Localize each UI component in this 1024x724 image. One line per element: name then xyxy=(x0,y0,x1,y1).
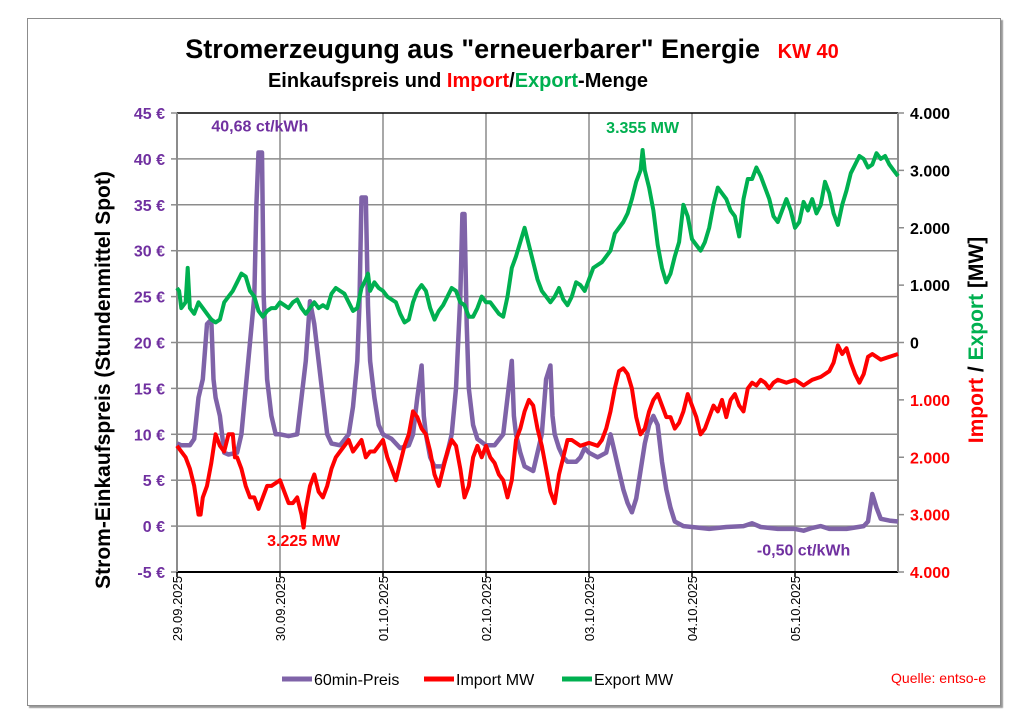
y2-axis-title-part: / xyxy=(965,360,988,378)
y2-tick-label: 3.000 xyxy=(910,508,950,525)
y2-tick-label: 4.000 xyxy=(910,565,950,582)
legend-label: Import MW xyxy=(456,672,535,689)
subtitle-part: Import xyxy=(447,70,510,92)
annotations: 40,68 ct/kWh 3.225 MW 3.355 MW -0,50 ct/kWh xyxy=(211,118,850,559)
gridlines xyxy=(177,113,898,572)
subtitle-part: -Menge xyxy=(578,70,648,92)
data-annotation: -0,50 ct/kWh xyxy=(757,542,850,559)
y2-tick-label: 1.000 xyxy=(910,278,950,295)
y2-axis-title-part: Import xyxy=(965,378,988,443)
y-tick-label: -5 € xyxy=(137,565,165,582)
subtitle-part: Export xyxy=(515,70,579,92)
x-tick-label: 02.10.2025 xyxy=(479,576,494,641)
y2-tick-label: 0 xyxy=(910,336,919,353)
data-annotation: 3.355 MW xyxy=(606,120,680,137)
x-tick-label: 01.10.2025 xyxy=(376,576,391,641)
legend-label: 60min-Preis xyxy=(314,672,399,689)
data-annotation: 40,68 ct/kWh xyxy=(211,118,308,135)
subtitle-part: / xyxy=(509,70,515,92)
source-label: Quelle: entso-e xyxy=(891,670,986,686)
data-annotation: 3.225 MW xyxy=(267,533,341,550)
y-tick-label: 15 € xyxy=(134,381,165,398)
series-export-mw xyxy=(175,148,900,325)
x-tick-label: 29.09.2025 xyxy=(170,576,185,641)
legend: 60min-Preis Import MW Export MW xyxy=(282,672,674,689)
y-axis-title: Strom-Einkaufspreis (Stundenmittel Spot) xyxy=(92,171,115,589)
y2-axis-title: Import / Export [MW] xyxy=(965,237,988,444)
y2-axis-ticks: 4.000 3.000 2.000 1.000 0 1.000 2.000 3.000 4.00… xyxy=(898,106,950,582)
y2-tick-label: 4.000 xyxy=(910,106,950,123)
y2-tick-label: 2.000 xyxy=(910,221,950,238)
y-tick-label: 5 € xyxy=(143,473,165,490)
series-import-mw xyxy=(175,343,899,530)
y-tick-label: 10 € xyxy=(134,427,165,444)
y2-tick-label: 3.000 xyxy=(910,163,950,180)
subtitle-part: Einkaufspreis und xyxy=(268,70,447,92)
series-60min-preis xyxy=(176,150,899,533)
x-tick-label: 03.10.2025 xyxy=(582,576,597,641)
y-tick-label: 20 € xyxy=(134,336,165,353)
x-axis-ticks: 29.09.2025 30.09.2025 01.10.2025 02.10.2025… xyxy=(170,572,803,641)
y-tick-label: 30 € xyxy=(134,244,165,261)
chart-title: Stromerzeugung aus "erneuerbarer" Energi… xyxy=(185,34,838,64)
legend-label: Export MW xyxy=(594,672,674,689)
x-tick-label: 05.10.2025 xyxy=(788,576,803,641)
y-tick-label: 0 € xyxy=(143,519,165,536)
chart-title-text: Stromerzeugung aus "erneuerbarer" Energi… xyxy=(185,34,760,64)
x-tick-label: 04.10.2025 xyxy=(685,576,700,641)
y2-tick-label: 2.000 xyxy=(910,450,950,467)
y2-axis-title-part: [MW] xyxy=(965,237,988,294)
y2-axis-title-part: Export xyxy=(965,294,988,361)
y-tick-label: 35 € xyxy=(134,198,165,215)
series-lines xyxy=(175,148,900,533)
y2-tick-label: 1.000 xyxy=(910,393,950,410)
y-tick-label: 25 € xyxy=(134,290,165,307)
y-axis-ticks: 45 € 40 € 35 € 30 € 25 € 20 € 15 € 10 € 5 € 0 € -5… xyxy=(134,106,177,582)
chart-subtitle: Einkaufspreis und Import/Export-Menge xyxy=(268,70,648,92)
y-tick-label: 40 € xyxy=(134,152,165,169)
x-tick-label: 30.09.2025 xyxy=(273,576,288,641)
chart-title-badge: KW 40 xyxy=(778,41,839,63)
y-tick-label: 45 € xyxy=(134,106,165,123)
